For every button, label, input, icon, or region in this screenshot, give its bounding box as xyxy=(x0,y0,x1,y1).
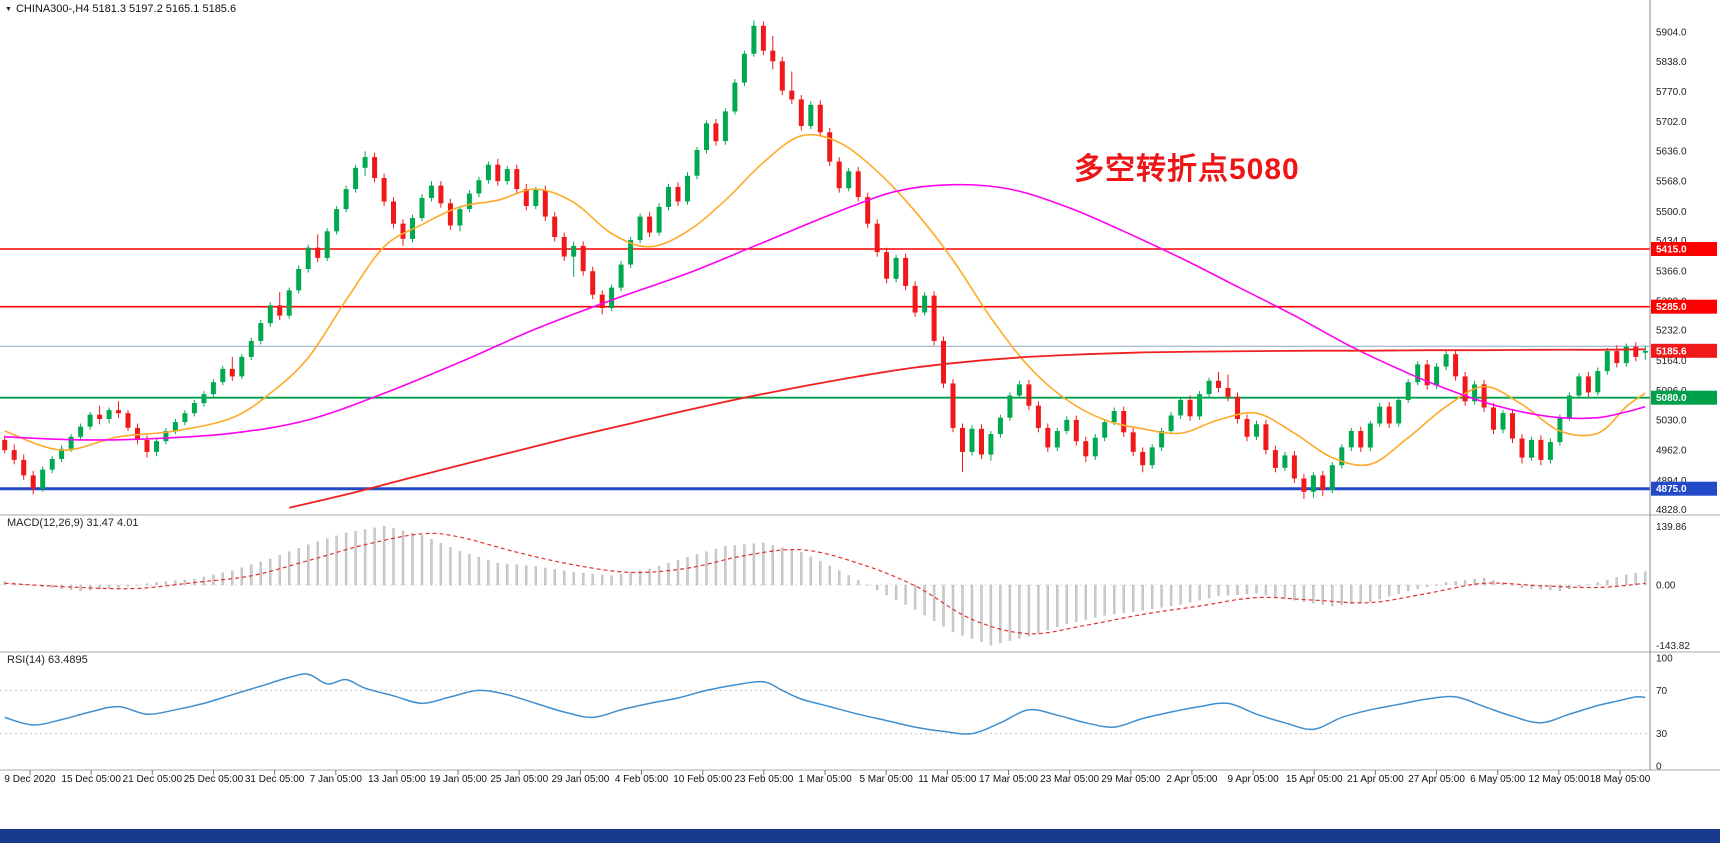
rsi-axis-label: 100 xyxy=(1656,654,1673,665)
date-axis-label: 1 Mar 05:00 xyxy=(798,774,852,785)
date-axis-label: 17 Mar 05:00 xyxy=(979,774,1038,785)
price-axis-label: 4894.0 xyxy=(1656,476,1687,487)
rsi-line xyxy=(4,673,1646,735)
date-axis-label: 12 May 05:00 xyxy=(1529,774,1590,785)
price-axis-label: 5500.0 xyxy=(1656,207,1687,218)
ma-mid-magenta xyxy=(4,183,1646,441)
ma-fast-orange xyxy=(4,133,1646,467)
date-axis-label: 23 Mar 05:00 xyxy=(1040,774,1099,785)
candles-series xyxy=(2,20,1648,499)
macd-indicator-label: MACD(12,26,9) 31.47 4.01 xyxy=(7,517,139,529)
date-axis-label: 21 Apr 05:00 xyxy=(1347,774,1404,785)
price-axis-label: 5904.0 xyxy=(1656,27,1687,38)
horizontal-lines[interactable] xyxy=(0,248,1650,491)
price-annotation-text: 多空转折点5080 xyxy=(1074,153,1300,186)
price-tag-5285.0: 5285.0 xyxy=(1651,299,1717,314)
price-tag-label: 5285.0 xyxy=(1656,302,1687,313)
date-axis-label: 7 Jan 05:00 xyxy=(310,774,363,785)
price-axis-label: 5568.0 xyxy=(1656,177,1687,188)
price-axis-label: 5030.0 xyxy=(1656,415,1687,426)
macd-axis-label: 139.86 xyxy=(1656,522,1687,533)
price-axis-label: 5838.0 xyxy=(1656,57,1687,68)
macd-histogram xyxy=(3,526,1647,646)
price-axis-label: 5366.0 xyxy=(1656,266,1687,277)
price-axis-label: 4828.0 xyxy=(1656,505,1687,516)
date-axis-label: 11 Mar 05:00 xyxy=(918,774,977,785)
ma-slow-red xyxy=(288,348,1646,509)
price-tag-5080.0: 5080.0 xyxy=(1651,390,1717,405)
rsi-axis-label: 70 xyxy=(1656,686,1668,697)
date-axis-label: 15 Apr 05:00 xyxy=(1286,774,1343,785)
symbol-dropdown-icon[interactable]: ▼ xyxy=(5,5,12,13)
rsi-indicator-label: RSI(14) 63.4895 xyxy=(7,654,88,666)
symbol-ohlc-label: CHINA300-,H4 5181.3 5197.2 5165.1 5185.6 xyxy=(15,3,237,15)
bottom-taskbar-strip xyxy=(0,829,1720,843)
date-axis-label: 15 Dec 05:00 xyxy=(61,774,121,785)
date-axis-label: 10 Feb 05:00 xyxy=(673,774,732,785)
price-axis-label: 5434.0 xyxy=(1656,236,1687,247)
price-axis-label: 5164.0 xyxy=(1656,356,1687,367)
date-axis-label: 23 Feb 05:00 xyxy=(734,774,793,785)
date-axis-label: 29 Mar 05:00 xyxy=(1101,774,1160,785)
macd-axis-label: -143.82 xyxy=(1656,641,1690,652)
date-axis-label: 6 May 05:00 xyxy=(1470,774,1525,785)
macd-axis-label: 0.00 xyxy=(1656,581,1676,592)
date-axis-label: 21 Dec 05:00 xyxy=(123,774,183,785)
date-axis-label: 27 Apr 05:00 xyxy=(1408,774,1465,785)
date-axis-label: 9 Dec 2020 xyxy=(4,774,56,785)
date-axis-label: 31 Dec 05:00 xyxy=(245,774,305,785)
price-tag-label: 5185.6 xyxy=(1656,346,1687,357)
date-axis-label: 5 Mar 05:00 xyxy=(859,774,913,785)
date-axis-label: 25 Dec 05:00 xyxy=(184,774,244,785)
date-axis-label: 25 Jan 05:00 xyxy=(490,774,548,785)
date-axis-label: 18 May 05:00 xyxy=(1590,774,1651,785)
symbol-title: ▼ CHINA300-,H4 5181.3 5197.2 5165.1 5185… xyxy=(5,3,236,15)
price-axis-label: 5770.0 xyxy=(1656,87,1687,98)
price-tag-label: 5415.0 xyxy=(1656,245,1687,256)
price-axis-label: 4962.0 xyxy=(1656,446,1687,457)
price-axis-label: 5702.0 xyxy=(1656,117,1687,128)
price-axis-label: 5232.0 xyxy=(1656,326,1687,337)
date-axis-label: 29 Jan 05:00 xyxy=(551,774,609,785)
price-tag-label: 5080.0 xyxy=(1656,393,1687,404)
macd-signal-line xyxy=(4,532,1646,635)
date-axis-label: 4 Feb 05:00 xyxy=(615,774,669,785)
price-tag-5415.0: 5415.0 xyxy=(1651,242,1717,256)
rsi-axis-label: 0 xyxy=(1656,762,1662,773)
date-axis-label: 9 Apr 05:00 xyxy=(1227,774,1279,785)
date-axis-label: 13 Jan 05:00 xyxy=(368,774,426,785)
price-tag-4875.0: 4875.0 xyxy=(1651,481,1717,496)
date-axis-label: 2 Apr 05:00 xyxy=(1166,774,1218,785)
price-axis-label: 5636.0 xyxy=(1656,146,1687,157)
rsi-axis-label: 30 xyxy=(1656,729,1668,740)
price-tag-5185.6: 5185.6 xyxy=(1651,343,1717,358)
price-tag-label: 4875.0 xyxy=(1656,484,1687,495)
date-axis-label: 19 Jan 05:00 xyxy=(429,774,487,785)
